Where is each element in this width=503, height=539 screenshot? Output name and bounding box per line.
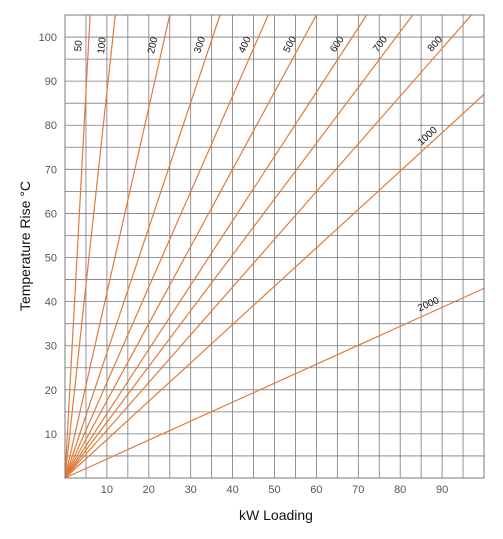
x-tick-label: 10 bbox=[101, 484, 113, 496]
plot-frame bbox=[64, 14, 485, 479]
series-label-200: 200 bbox=[146, 36, 160, 55]
series-line-2000 bbox=[64, 287, 485, 479]
series-line-500 bbox=[64, 14, 317, 479]
series-line-50 bbox=[64, 14, 91, 479]
x-tick-label: 80 bbox=[394, 484, 406, 496]
series-line-1000 bbox=[64, 93, 485, 479]
y-axis-title: Temperature Rise °C bbox=[17, 181, 33, 311]
y-tick-label: 10 bbox=[45, 429, 57, 441]
x-tick-label: 50 bbox=[268, 484, 280, 496]
x-tick-label: 30 bbox=[185, 484, 197, 496]
y-tick-label: 30 bbox=[45, 341, 57, 353]
x-tick-label: 60 bbox=[310, 484, 322, 496]
y-tick-label: 60 bbox=[45, 208, 57, 220]
x-tick-label: 40 bbox=[226, 484, 238, 496]
series-line-400 bbox=[64, 14, 269, 479]
series-label-50: 50 bbox=[73, 40, 85, 52]
y-tick-label: 40 bbox=[45, 297, 57, 309]
series-label-300: 300 bbox=[192, 35, 208, 55]
y-tick-label: 100 bbox=[39, 32, 57, 44]
y-tick-label: 70 bbox=[45, 164, 57, 176]
series-label-100: 100 bbox=[96, 36, 109, 54]
grid bbox=[65, 15, 484, 478]
series-line-700 bbox=[64, 14, 414, 479]
series-line-200 bbox=[64, 14, 171, 479]
y-tick-label: 80 bbox=[45, 120, 57, 132]
series-line-300 bbox=[64, 14, 221, 479]
x-axis-title: kW Loading bbox=[239, 507, 313, 523]
y-tick-label: 50 bbox=[45, 253, 57, 265]
series-line-800 bbox=[64, 14, 472, 479]
x-axis-ticks: 10 20 30 40 50 60 70 80 90 bbox=[101, 484, 448, 496]
x-tick-label: 20 bbox=[143, 484, 155, 496]
series-label-400: 400 bbox=[237, 35, 254, 55]
series-label-1000: 1000 bbox=[416, 125, 440, 148]
series-lines bbox=[64, 14, 485, 479]
y-tick-label: 20 bbox=[45, 385, 57, 397]
series-line-600 bbox=[64, 14, 368, 479]
series-line-100 bbox=[64, 14, 116, 479]
y-tick-label: 90 bbox=[45, 76, 57, 88]
series-label-2000: 2000 bbox=[416, 295, 441, 314]
x-tick-label: 70 bbox=[352, 484, 364, 496]
x-tick-label: 90 bbox=[436, 484, 448, 496]
y-axis-ticks: 10 20 30 40 50 60 70 80 90 100 bbox=[39, 32, 57, 441]
